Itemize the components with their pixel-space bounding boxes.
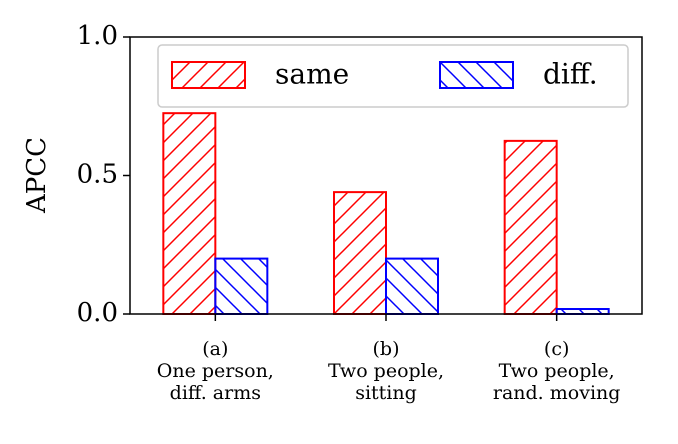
x-tick-label: (a) [202, 338, 228, 360]
y-axis-label: APCC [22, 137, 52, 214]
bar [214, 257, 269, 316]
x-tick-label: Two people, [328, 360, 444, 382]
x-tick-label: (b) [373, 338, 400, 360]
bar [162, 112, 217, 315]
x-tick-label: diff. arms [170, 382, 261, 404]
bar [385, 257, 439, 316]
legend-box [157, 44, 629, 108]
legend-label: diff. [543, 58, 598, 91]
y-tick-label: 1.0 [77, 21, 118, 51]
x-tick-label: One person, [157, 360, 274, 382]
plot-frame [129, 36, 643, 315]
bar [333, 191, 387, 315]
y-tick-label: 0.5 [77, 160, 118, 190]
legend-swatch [171, 61, 246, 89]
x-tick-label: Two people, [499, 360, 615, 382]
legend-swatch [439, 61, 514, 89]
legend-label: same [275, 58, 349, 91]
y-tick-label: 0.0 [77, 298, 118, 328]
bar [503, 139, 558, 315]
x-tick-label: (c) [544, 338, 569, 360]
x-tick-label: rand. moving [493, 382, 621, 404]
x-tick-label: sitting [355, 382, 417, 404]
